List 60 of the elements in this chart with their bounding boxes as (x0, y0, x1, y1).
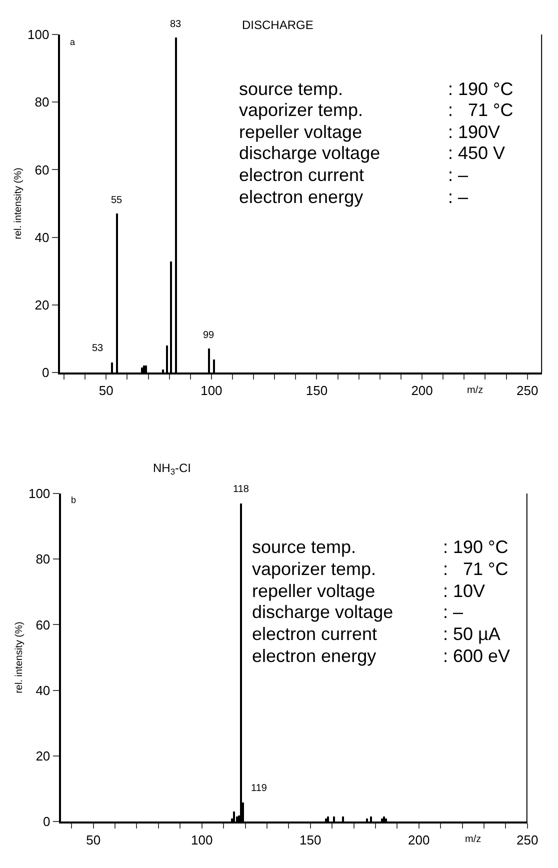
annotation: : – (448, 165, 468, 185)
annotation: b (71, 495, 76, 505)
annotation: 83 (170, 19, 182, 30)
annotation: 118 (233, 484, 250, 495)
y-tick-label: 40 (34, 230, 50, 245)
chart-title: NH$_{3}$-CI (153, 461, 192, 477)
annotation: electron current (252, 624, 378, 644)
x-tick-label: 150 (300, 832, 322, 848)
x-tick-label: 250 (516, 832, 538, 848)
annotation: source temp. (239, 79, 344, 99)
y-tick-label: 100 (28, 486, 50, 501)
x-tick-label: 150 (306, 383, 328, 398)
annotation: : 450 V (448, 143, 506, 163)
annotation: : 50 µA (443, 624, 500, 644)
annotation: 99 (203, 330, 215, 341)
y-tick-label: 20 (34, 298, 50, 313)
annotation: 53 (92, 343, 104, 354)
x-tick-label: 50 (86, 832, 101, 848)
y-tick-label: 60 (36, 617, 50, 632)
annotation: discharge voltage (252, 602, 394, 622)
x-axis-title: m/z (465, 834, 482, 845)
annotation: : – (448, 187, 468, 207)
x-tick-label: 200 (411, 383, 433, 398)
y-tick-label: 0 (42, 814, 50, 830)
annotation: a (70, 37, 76, 47)
y-tick-label: 60 (34, 162, 50, 178)
annotation: 55 (111, 195, 123, 206)
annotation: discharge voltage (239, 143, 380, 163)
x-tick-label: 200 (408, 832, 430, 848)
annotation: vaporizer temp. (239, 100, 364, 120)
annotation: electron current (239, 165, 364, 185)
annotation: source temp. (252, 537, 356, 557)
x-axis-title: m/z (467, 385, 484, 396)
annotation: : 190 °C (443, 537, 508, 557)
x-tick-label: 100 (200, 383, 222, 398)
annotation: : 71 °C (443, 559, 508, 579)
y-tick-label: 80 (36, 552, 50, 567)
x-tick-label: 50 (98, 383, 114, 398)
y-tick-label: 100 (27, 27, 50, 42)
x-tick-label: 250 (516, 383, 538, 398)
y-axis-title: rel. intensity (%) (14, 622, 25, 694)
y-axis-title: rel. intensity (%) (12, 168, 24, 240)
x-tick-label: 100 (190, 832, 213, 848)
annotation: : 10V (443, 581, 486, 601)
annotation: repeller voltage (252, 581, 376, 601)
annotation: 119 (251, 783, 268, 794)
annotation: repeller voltage (239, 122, 362, 142)
y-tick-label: 80 (34, 94, 50, 110)
annotation: vaporizer temp. (252, 559, 376, 579)
annotation: : 71 °C (448, 100, 514, 120)
annotation: : 600 eV (443, 646, 510, 666)
y-tick-label: 0 (42, 365, 50, 380)
annotation: : 190 °C (448, 79, 514, 99)
annotation: electron energy (239, 187, 364, 207)
annotation: electron energy (252, 646, 376, 666)
annotation: : – (443, 602, 464, 622)
chart-title: DISCHARGE (242, 18, 314, 32)
annotation: : 190V (448, 122, 500, 142)
y-tick-label: 40 (36, 682, 50, 698)
y-tick-label: 20 (36, 748, 50, 764)
